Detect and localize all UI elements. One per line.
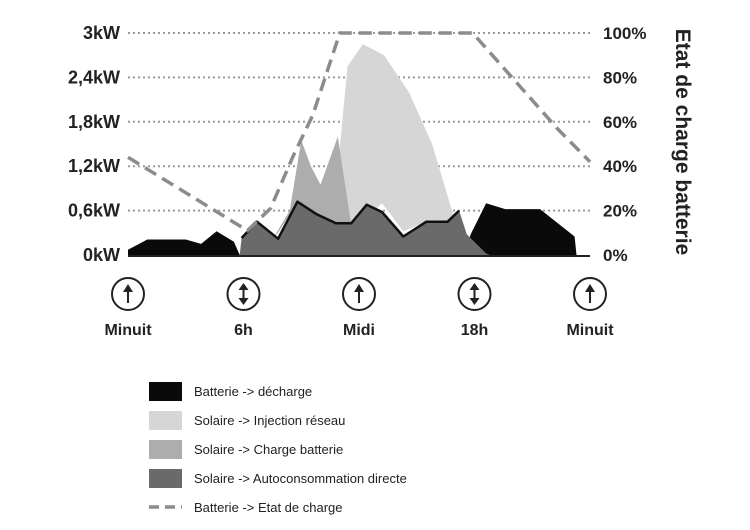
time-label: Midi — [343, 322, 375, 339]
area-series — [128, 44, 590, 257]
right-axis-title: Etat de charge batterie — [671, 29, 694, 255]
arrow-up-down-icon — [457, 277, 492, 311]
left-tick-label: 0,6kW — [68, 201, 120, 221]
legend-swatch — [149, 469, 182, 488]
right-tick-label: 20% — [603, 202, 637, 221]
arrow-up-icon — [573, 277, 607, 311]
legend-swatch — [149, 382, 182, 401]
soc-line — [127, 31, 592, 233]
legend-label: Solaire -> Charge batterie — [194, 442, 343, 457]
left-tick-label: 1,2kW — [68, 156, 120, 176]
left-axis-ticks: 0kW 0,6kW 1,2kW 1,8kW 2,4kW 3kW — [68, 23, 120, 265]
left-tick-label: 0kW — [83, 245, 120, 265]
area-autoconso — [239, 201, 490, 255]
time-label: 6h — [234, 322, 253, 339]
area-injection — [332, 44, 456, 233]
legend: Batterie -> décharge Solaire -> Injection… — [149, 382, 407, 515]
area-decharge — [128, 203, 577, 255]
left-tick-label: 2,4kW — [68, 67, 120, 87]
time-label: Minuit — [104, 322, 152, 339]
arrow-up-down-icon — [226, 277, 261, 311]
left-tick-label: 1,8kW — [68, 112, 120, 132]
right-tick-label: 100% — [603, 24, 646, 43]
right-tick-label: 0% — [603, 246, 628, 265]
arrow-up-icon — [111, 277, 145, 311]
legend-label: Batterie -> Etat de charge — [194, 500, 343, 515]
left-tick-label: 3kW — [83, 23, 120, 43]
legend-label: Batterie -> décharge — [194, 384, 312, 399]
time-markers: Minuit 6h Midi 18h Minuit — [104, 277, 614, 339]
right-tick-label: 60% — [603, 113, 637, 132]
legend-swatch — [149, 411, 182, 430]
legend-label: Solaire -> Autoconsommation directe — [194, 471, 407, 486]
right-tick-label: 40% — [603, 157, 637, 176]
right-tick-label: 80% — [603, 68, 637, 87]
time-label: Minuit — [566, 322, 614, 339]
legend-swatch — [149, 440, 182, 459]
soc-line-layer — [127, 31, 592, 233]
arrow-up-icon — [342, 277, 376, 311]
legend-label: Solaire -> Injection réseau — [194, 413, 345, 428]
right-axis-ticks: 0% 20% 40% 60% 80% 100% — [603, 24, 646, 265]
time-label: 18h — [461, 322, 489, 339]
production-outline — [240, 200, 460, 240]
